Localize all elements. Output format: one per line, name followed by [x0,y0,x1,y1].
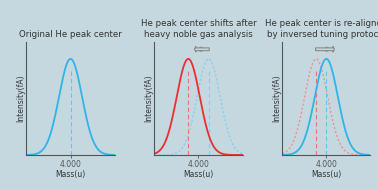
X-axis label: Mass(u): Mass(u) [183,170,214,179]
Title: He peak center shifts after
heavy noble gas analysis: He peak center shifts after heavy noble … [141,19,256,40]
Y-axis label: Intensity(fA): Intensity(fA) [272,74,281,122]
X-axis label: Mass(u): Mass(u) [311,170,341,179]
Y-axis label: Intensity(fA): Intensity(fA) [16,74,25,122]
Title: He peak center is re-aligned
by inversed tuning protocol: He peak center is re-aligned by inversed… [265,19,378,40]
X-axis label: Mass(u): Mass(u) [56,170,86,179]
Title: Original He peak center: Original He peak center [19,30,122,40]
Y-axis label: Intensity(fA): Intensity(fA) [144,74,153,122]
